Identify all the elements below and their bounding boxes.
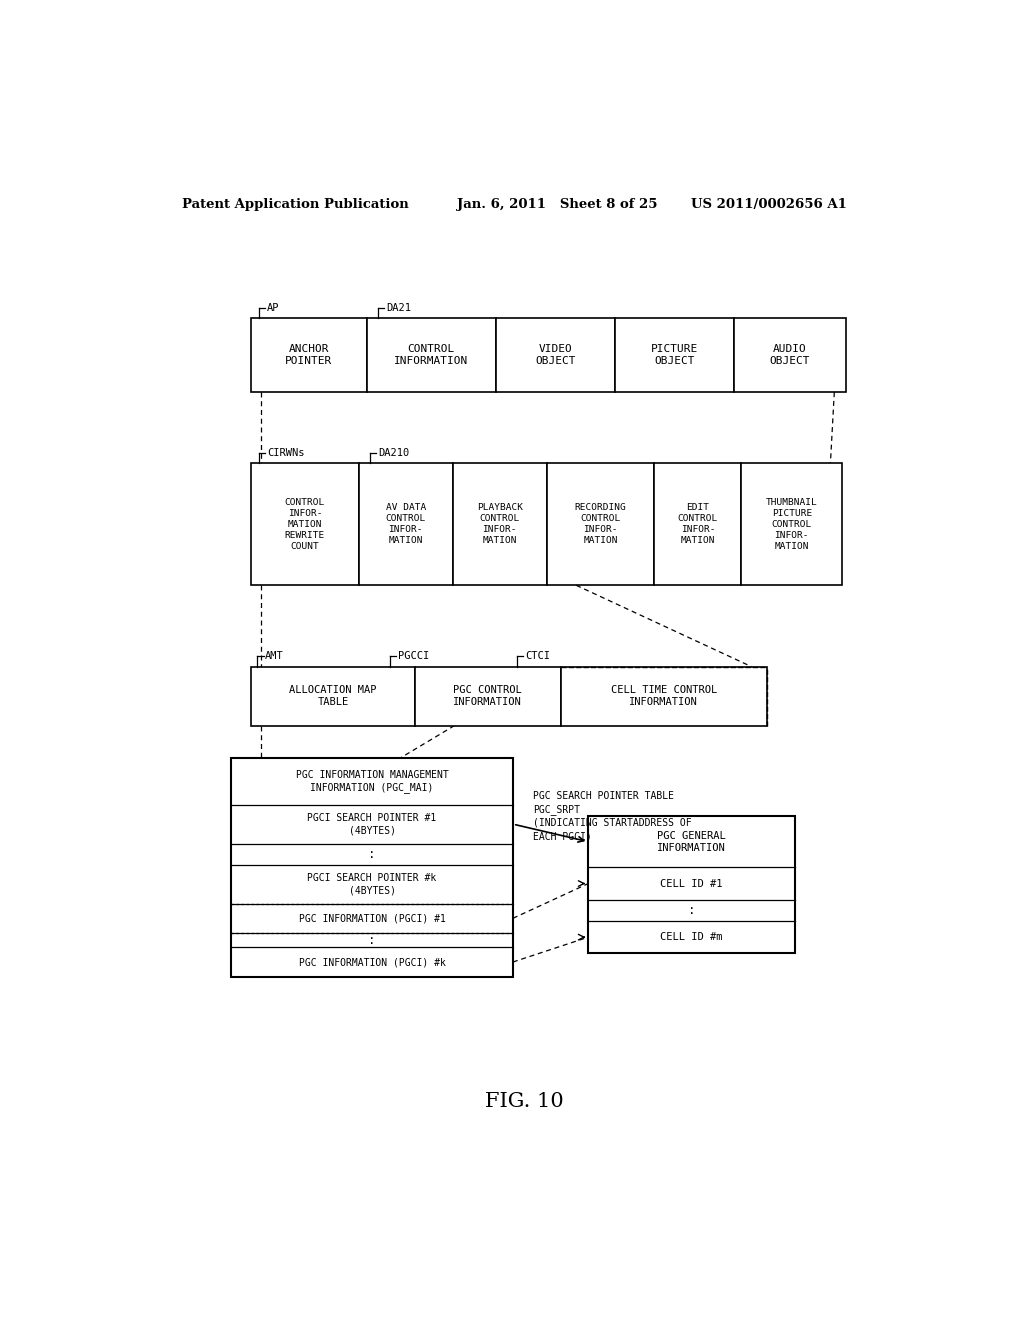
Text: ALLOCATION MAP
TABLE: ALLOCATION MAP TABLE: [289, 685, 377, 708]
Bar: [251, 667, 415, 726]
Text: :: :: [369, 933, 376, 946]
Text: ANCHOR
POINTER: ANCHOR POINTER: [286, 345, 333, 366]
Text: AUDIO
OBJECT: AUDIO OBJECT: [770, 345, 810, 366]
Text: PGC INFORMATION MANAGEMENT
INFORMATION (PGC_MAI): PGC INFORMATION MANAGEMENT INFORMATION (…: [296, 770, 449, 793]
Text: CELL ID #1: CELL ID #1: [660, 879, 723, 888]
Bar: [734, 318, 846, 392]
Text: Jan. 6, 2011   Sheet 8 of 25: Jan. 6, 2011 Sheet 8 of 25: [458, 198, 657, 211]
Text: DA210: DA210: [378, 449, 410, 458]
Text: PGC INFORMATION (PGCI) #1: PGC INFORMATION (PGCI) #1: [299, 913, 445, 923]
Text: AP: AP: [267, 302, 280, 313]
Text: PGC GENERAL
INFORMATION: PGC GENERAL INFORMATION: [657, 830, 726, 853]
Text: PGC INFORMATION (PGCI) #k: PGC INFORMATION (PGCI) #k: [299, 957, 445, 968]
Bar: [358, 463, 453, 585]
Text: PGC CONTROL
INFORMATION: PGC CONTROL INFORMATION: [454, 685, 522, 708]
Bar: [588, 816, 795, 953]
Text: THUMBNAIL
PICTURE
CONTROL
INFOR-
MATION: THUMBNAIL PICTURE CONTROL INFOR- MATION: [766, 498, 818, 550]
Text: PGCI SEARCH POINTER #k
(4BYTES): PGCI SEARCH POINTER #k (4BYTES): [307, 873, 436, 895]
Text: FIG. 10: FIG. 10: [485, 1092, 564, 1111]
Text: CELL TIME CONTROL
INFORMATION: CELL TIME CONTROL INFORMATION: [610, 685, 717, 708]
Text: PICTURE
OBJECT: PICTURE OBJECT: [650, 345, 698, 366]
Text: VIDEO
OBJECT: VIDEO OBJECT: [535, 345, 575, 366]
Bar: [741, 463, 843, 585]
Text: RECORDING
CONTROL
INFOR-
MATION: RECORDING CONTROL INFOR- MATION: [574, 503, 627, 545]
Text: US 2011/0002656 A1: US 2011/0002656 A1: [691, 198, 847, 211]
Bar: [496, 318, 614, 392]
Bar: [231, 758, 513, 977]
Text: PGCCI: PGCCI: [397, 652, 429, 661]
Bar: [251, 463, 358, 585]
Bar: [453, 463, 547, 585]
Text: PGCI SEARCH POINTER #1
(4BYTES): PGCI SEARCH POINTER #1 (4BYTES): [307, 813, 436, 836]
Text: CTCI: CTCI: [524, 652, 550, 661]
Bar: [614, 318, 734, 392]
Text: AMT: AMT: [265, 652, 284, 661]
Bar: [654, 463, 741, 585]
Text: :: :: [369, 847, 376, 861]
Text: PLAYBACK
CONTROL
INFOR-
MATION: PLAYBACK CONTROL INFOR- MATION: [477, 503, 522, 545]
Text: Patent Application Publication: Patent Application Publication: [182, 198, 409, 211]
Text: CONTROL
INFOR-
MATION
REWRITE
COUNT: CONTROL INFOR- MATION REWRITE COUNT: [285, 498, 325, 550]
Text: PGC SEARCH POINTER TABLE
PGC_SRPT
(INDICATING STARTADDRESS OF
EACH PGCI): PGC SEARCH POINTER TABLE PGC_SRPT (INDIC…: [532, 791, 691, 841]
Bar: [251, 318, 367, 392]
Bar: [547, 463, 654, 585]
Text: DA21: DA21: [386, 302, 411, 313]
Bar: [560, 667, 767, 726]
Text: CIRWNs: CIRWNs: [267, 449, 304, 458]
Bar: [415, 667, 560, 726]
Text: AV DATA
CONTROL
INFOR-
MATION: AV DATA CONTROL INFOR- MATION: [386, 503, 426, 545]
Text: EDIT
CONTROL
INFOR-
MATION: EDIT CONTROL INFOR- MATION: [678, 503, 718, 545]
Text: CELL ID #m: CELL ID #m: [660, 932, 723, 942]
Text: :: :: [688, 904, 695, 917]
Text: CONTROL
INFORMATION: CONTROL INFORMATION: [394, 345, 468, 366]
Bar: [367, 318, 496, 392]
